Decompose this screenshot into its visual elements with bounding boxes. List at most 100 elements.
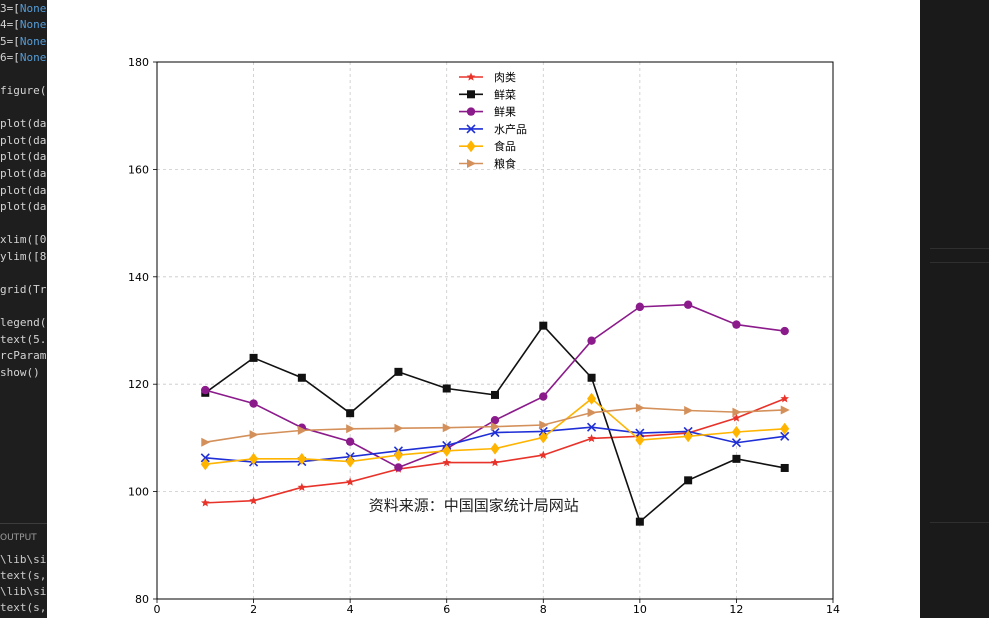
data-point — [491, 390, 499, 399]
data-point — [780, 422, 790, 435]
legend-label: 肉类 — [494, 70, 516, 84]
code-line: plot(dat — [0, 184, 47, 197]
legend-label: 食品 — [494, 139, 516, 153]
output-line: \lib\sit — [0, 553, 47, 566]
data-point — [393, 449, 403, 462]
data-point — [587, 408, 597, 418]
x-tick-label: 2 — [250, 603, 257, 616]
plot-frame — [156, 61, 834, 600]
code-line: rcParam — [0, 349, 47, 362]
data-point — [538, 431, 548, 444]
code-line: 3=[None — [0, 2, 47, 15]
data-point — [249, 353, 258, 362]
legend-label: 鲜菜 — [494, 87, 516, 101]
x-tick-label: 6 — [443, 603, 450, 616]
data-point — [732, 407, 742, 417]
legend-marker — [466, 140, 476, 153]
output-tab-label[interactable]: OUTPUT — [0, 533, 37, 543]
data-point — [635, 517, 644, 526]
data-point — [539, 450, 548, 459]
data-point — [490, 458, 500, 467]
data-point — [345, 477, 355, 486]
chart-figure: 0 2 4 6 8 10 12 14 80 100 120 140 160 180 资料来源：中国国家统计… — [47, 0, 920, 618]
data-point — [732, 320, 741, 329]
code-line: text(5. — [0, 333, 47, 346]
code-line: ylim([8 — [0, 250, 47, 263]
y-tick-label: 140 — [128, 271, 149, 284]
data-point — [442, 458, 451, 467]
data-point — [731, 438, 741, 448]
data-point — [683, 430, 693, 443]
panel-divider — [0, 523, 47, 524]
panel-separator — [930, 248, 989, 249]
data-point — [200, 453, 210, 463]
data-point — [345, 455, 355, 468]
y-tick-label: 180 — [128, 56, 149, 69]
code-line: xlim([0 — [0, 233, 47, 246]
data-point — [297, 425, 307, 435]
data-point — [780, 431, 790, 441]
source-annotation: 资料来源：中国国家统计局网站 — [369, 497, 579, 515]
x-tick-label: 14 — [826, 603, 840, 616]
output-line: text(s, — [0, 601, 47, 614]
panel-separator — [930, 262, 989, 263]
data-point — [635, 403, 645, 413]
data-point — [780, 394, 789, 403]
series-4 — [200, 392, 790, 471]
data-point — [249, 496, 258, 505]
series-2 — [201, 300, 789, 472]
data-point — [346, 409, 355, 418]
data-point — [249, 399, 258, 408]
code-line: show() — [0, 366, 40, 379]
code-line: 4=[None — [0, 18, 47, 31]
data-point — [731, 425, 741, 438]
data-point — [249, 430, 259, 440]
data-point — [394, 367, 403, 376]
y-tick-label: 80 — [135, 593, 149, 606]
data-point — [394, 463, 403, 472]
data-point — [442, 384, 451, 393]
data-point — [635, 428, 645, 438]
figure-background — [47, 0, 920, 618]
data-point — [732, 454, 741, 463]
data-point — [587, 392, 597, 405]
y-tick-label: 160 — [128, 163, 149, 176]
y-tick-label: 100 — [128, 486, 149, 499]
code-line: plot(dat — [0, 150, 47, 163]
x-tick-label: 4 — [347, 603, 354, 616]
data-point — [683, 300, 693, 309]
data-point — [684, 476, 693, 485]
legend-marker — [467, 159, 476, 168]
axis-ticks: 0 2 4 6 8 10 12 14 80 100 120 140 160 180 — [128, 56, 840, 616]
data-point — [539, 392, 548, 401]
output-line: \lib\sit — [0, 616, 47, 618]
data-point — [201, 437, 211, 447]
code-line: legend( — [0, 316, 47, 329]
data-point — [491, 422, 500, 432]
data-point — [587, 373, 596, 382]
right-dark-panel — [920, 0, 989, 618]
data-point — [345, 437, 355, 446]
panel-separator — [930, 522, 989, 523]
legend-marker — [467, 90, 475, 99]
legend-label: 粮食 — [494, 157, 516, 171]
code-line: plot(dat — [0, 167, 47, 180]
data-point — [587, 422, 597, 432]
data-point — [297, 452, 307, 465]
legend-marker — [466, 107, 476, 116]
data-point — [587, 336, 596, 345]
data-point — [635, 434, 645, 447]
data-point — [490, 442, 500, 455]
legend-label: 鲜果 — [494, 105, 516, 119]
x-tick-label: 10 — [633, 603, 647, 616]
data-point — [587, 433, 596, 443]
data-point — [780, 463, 789, 472]
data-point — [732, 413, 741, 422]
code-line: 6=[None — [0, 51, 47, 64]
data-point — [201, 385, 210, 395]
data-point — [442, 423, 452, 433]
data-point — [635, 302, 645, 312]
series-layer — [200, 300, 790, 526]
data-point — [200, 458, 210, 471]
data-point — [249, 452, 259, 465]
